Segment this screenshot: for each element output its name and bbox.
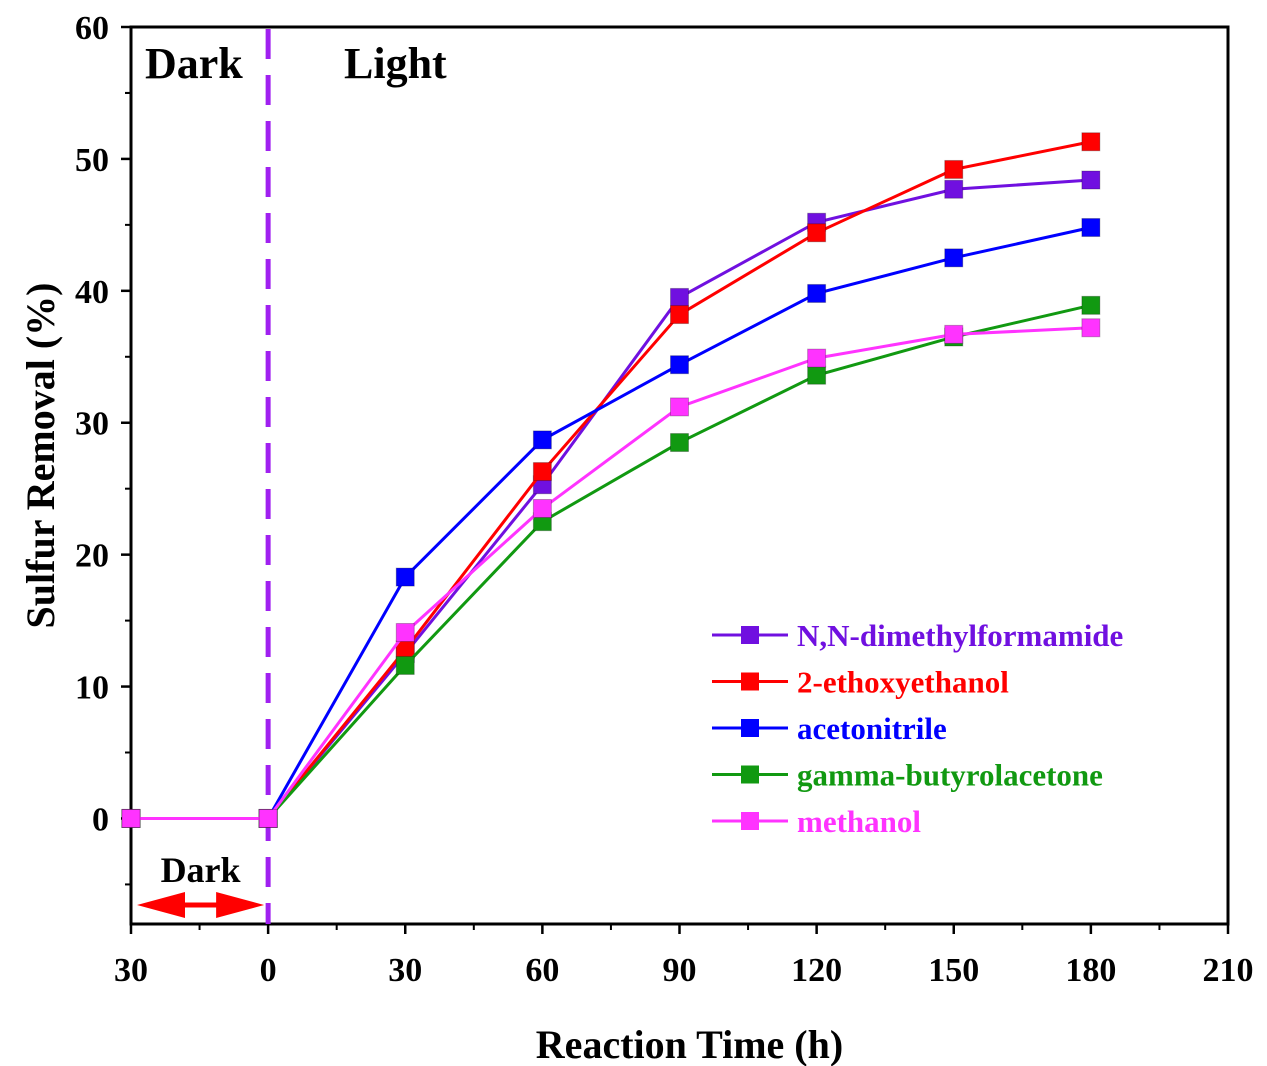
legend-label: N,N-dimethylformamide bbox=[797, 618, 1123, 653]
x-tick-label: 90 bbox=[663, 952, 697, 989]
legend-marker bbox=[741, 812, 759, 830]
data-point bbox=[670, 397, 689, 417]
plot-area: 30 0 30 60 90 120 150 180 210 0 10 20 30 40 50 60 Reacti… bbox=[18, 10, 1254, 1066]
legend-label: gamma-butyrolacetone bbox=[797, 758, 1103, 793]
data-point bbox=[1081, 318, 1101, 338]
dark-arrow-head-left bbox=[137, 892, 185, 918]
data-point bbox=[807, 365, 827, 385]
data-point bbox=[807, 283, 827, 303]
data-point bbox=[258, 808, 278, 828]
data-point bbox=[395, 567, 415, 587]
data-point bbox=[121, 808, 141, 828]
series-line bbox=[131, 140, 1092, 820]
data-point bbox=[944, 179, 964, 199]
y-tick-label: 40 bbox=[75, 274, 109, 311]
data-point bbox=[807, 348, 827, 368]
legend-marker bbox=[741, 626, 759, 644]
legend-label: methanol bbox=[797, 804, 921, 839]
legend-label: 2-ethoxyethanol bbox=[797, 665, 1009, 700]
x-tick-label: 60 bbox=[525, 952, 559, 989]
data-point bbox=[944, 324, 964, 344]
data-point bbox=[532, 430, 552, 450]
y-axis-title: Sulfur Removal (%) bbox=[18, 283, 63, 629]
y-tick-label: 0 bbox=[92, 801, 109, 838]
y-tick-label: 60 bbox=[75, 10, 109, 47]
data-point bbox=[670, 433, 689, 453]
dark-region-label: Dark bbox=[145, 39, 243, 88]
legend-label: acetonitrile bbox=[797, 711, 947, 746]
y-tick-label: 10 bbox=[75, 670, 109, 707]
legend-marker bbox=[741, 719, 759, 737]
data-point bbox=[1081, 132, 1101, 152]
series-line bbox=[131, 178, 1091, 820]
x-tick-label: 30 bbox=[388, 952, 422, 989]
legend-marker bbox=[741, 672, 759, 691]
data-point bbox=[944, 248, 964, 268]
data-point bbox=[807, 223, 827, 243]
y-tick-label: 30 bbox=[75, 406, 109, 443]
legend-marker bbox=[741, 765, 759, 784]
dark-arrow-head-right bbox=[216, 892, 265, 918]
data-point bbox=[670, 287, 689, 307]
x-tick-label: 30 bbox=[114, 952, 148, 989]
data-point bbox=[670, 355, 689, 375]
data-point bbox=[395, 622, 415, 642]
x-tick-label: 120 bbox=[791, 952, 842, 989]
x-tick-label: 0 bbox=[260, 952, 277, 989]
series-line bbox=[131, 303, 1092, 820]
y-tick-label: 50 bbox=[75, 142, 109, 179]
data-point bbox=[532, 498, 552, 518]
data-point bbox=[395, 655, 415, 675]
y-tick-label: 20 bbox=[75, 538, 109, 575]
series-line bbox=[131, 326, 1091, 820]
light-region-label: Light bbox=[344, 39, 447, 88]
data-point bbox=[1081, 170, 1101, 190]
data-point bbox=[944, 159, 964, 179]
x-tick-label: 210 bbox=[1203, 952, 1254, 989]
series-line bbox=[131, 226, 1092, 820]
x-tick-label: 180 bbox=[1065, 952, 1116, 989]
x-axis-title: Reaction Time (h) bbox=[536, 1022, 843, 1066]
data-point bbox=[1081, 295, 1101, 315]
data-point bbox=[1081, 218, 1101, 238]
dark-arrow-label: Dark bbox=[161, 850, 241, 890]
data-point bbox=[670, 305, 689, 325]
data-point bbox=[532, 462, 552, 482]
x-tick-label: 150 bbox=[928, 952, 979, 989]
